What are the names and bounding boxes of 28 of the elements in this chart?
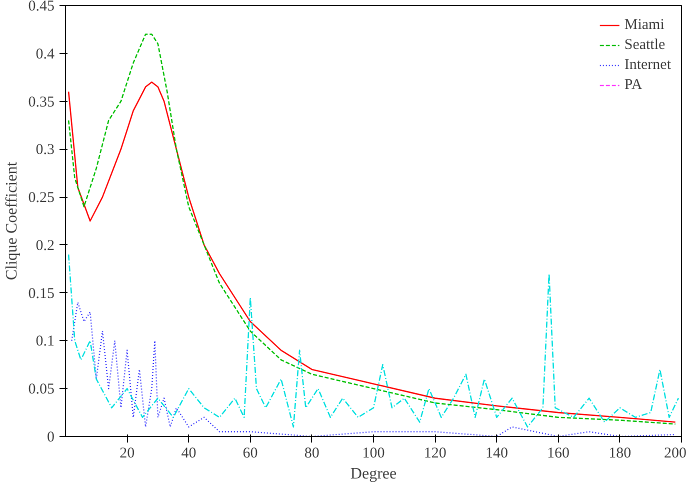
- x-tick-label: 40: [181, 446, 196, 462]
- x-tick-label: 200: [664, 446, 686, 462]
- x-tick-label: 120: [424, 446, 446, 462]
- y-tick-label: 0.45: [28, 0, 54, 14]
- y-tick-label: 0.25: [28, 190, 54, 206]
- legend-label: Seattle: [624, 36, 666, 54]
- x-tick-label: 160: [547, 446, 570, 462]
- y-tick-label: 0.4: [36, 46, 55, 62]
- y-tick-label: 0.2: [36, 238, 54, 254]
- x-axis-title: Degree: [350, 466, 397, 482]
- x-tick-label: 180: [608, 446, 632, 462]
- x-tick-label: 100: [362, 446, 385, 462]
- x-tick-label: 60: [242, 446, 258, 462]
- y-axis-title: Clique Coefficient: [3, 161, 20, 280]
- y-tick-label: 0: [47, 430, 54, 446]
- legend-label: PA: [624, 76, 644, 94]
- legend-label: Internet: [624, 56, 671, 74]
- y-tick-label: 0.3: [36, 142, 54, 158]
- y-tick-label: 0.1: [36, 334, 54, 350]
- line-series: [68, 254, 680, 428]
- y-tick-label: 0.05: [28, 382, 54, 398]
- legend-label: Miami: [624, 16, 664, 34]
- x-tick-label: 140: [485, 446, 508, 462]
- y-tick-label: 0.35: [28, 94, 54, 110]
- line-series: [71, 302, 676, 436]
- x-tick-label: 20: [120, 446, 135, 462]
- x-tick-label: 80: [304, 446, 320, 462]
- y-tick-label: 0.15: [28, 286, 54, 302]
